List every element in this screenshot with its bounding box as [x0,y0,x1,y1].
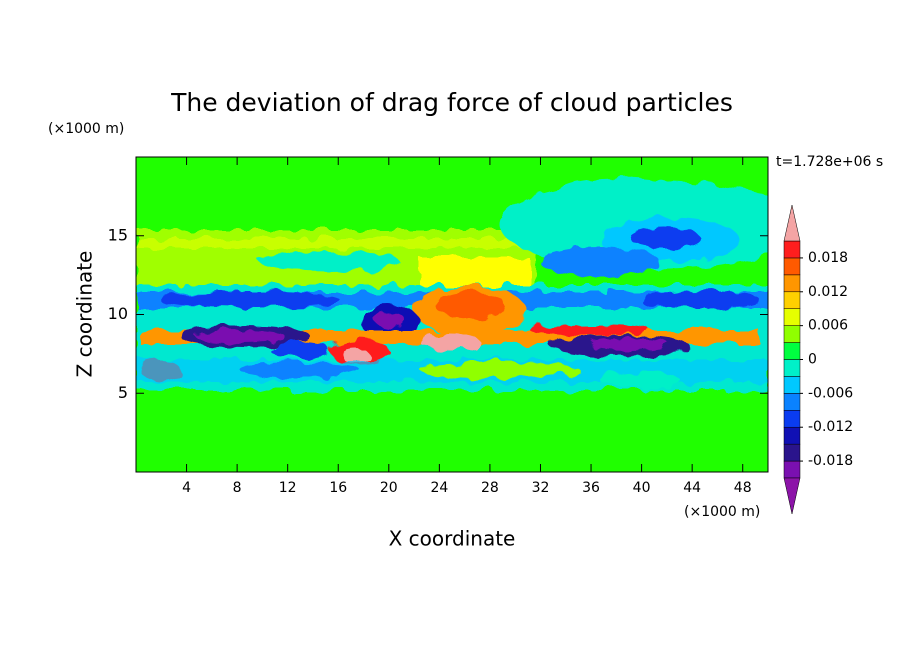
colorbar-tick-label: -0.018 [808,453,853,469]
colorbar-tick-label: 0.012 [808,284,848,300]
colorbar-swatch [783,240,801,259]
x-tick-label: 48 [734,480,752,496]
x-tick-label: 20 [380,480,398,496]
colorbar-tick-label: 0.018 [808,250,848,266]
x-tick-label: 32 [532,480,550,496]
colorbar-swatch [783,257,801,276]
y-axis-label: Z coordinate [73,251,97,378]
chart-title: The deviation of drag force of cloud par… [170,88,733,117]
contour-field [136,157,768,472]
x-unit: (×1000 m) [684,504,760,520]
colorbar-swatch [783,291,801,309]
colorbar-tick-label: -0.006 [808,385,853,401]
x-tick-label: 36 [582,480,600,496]
colorbar-tick-label: -0.012 [808,419,853,435]
colorbar-swatch [783,359,801,377]
colorbar-under [783,477,801,515]
x-tick-label: 16 [329,480,347,496]
colorbar-swatch [783,460,801,479]
colorbar-swatch [783,376,801,394]
time-label: t=1.728e+06 s [776,154,883,170]
colorbar-swatch [783,426,801,445]
x-tick-label: 24 [430,480,448,496]
colorbar-over [783,204,801,242]
y-tick-label: 10 [108,304,128,323]
x-tick-label: 40 [633,480,651,496]
colorbar-swatch [783,342,801,360]
x-tick-label: 44 [683,480,701,496]
colorbar-tick-label: 0.006 [808,318,848,334]
colorbar-swatch [783,308,801,326]
y-tick-label: 5 [118,383,128,402]
colorbar-swatch [783,410,801,428]
x-tick-label: 8 [233,480,242,496]
colorbar-swatch [783,393,801,411]
colorbar-swatch [783,325,801,343]
y-tick-label: 15 [108,225,128,244]
x-tick-label: 12 [279,480,297,496]
colorbar-swatch [783,443,801,462]
colorbar-tick-label: 0 [808,352,817,368]
x-tick-label: 4 [182,480,191,496]
x-axis-label: X coordinate [389,527,516,551]
y-unit: (×1000 m) [48,121,124,137]
x-tick-label: 28 [481,480,499,496]
colorbar-swatch [783,274,801,293]
